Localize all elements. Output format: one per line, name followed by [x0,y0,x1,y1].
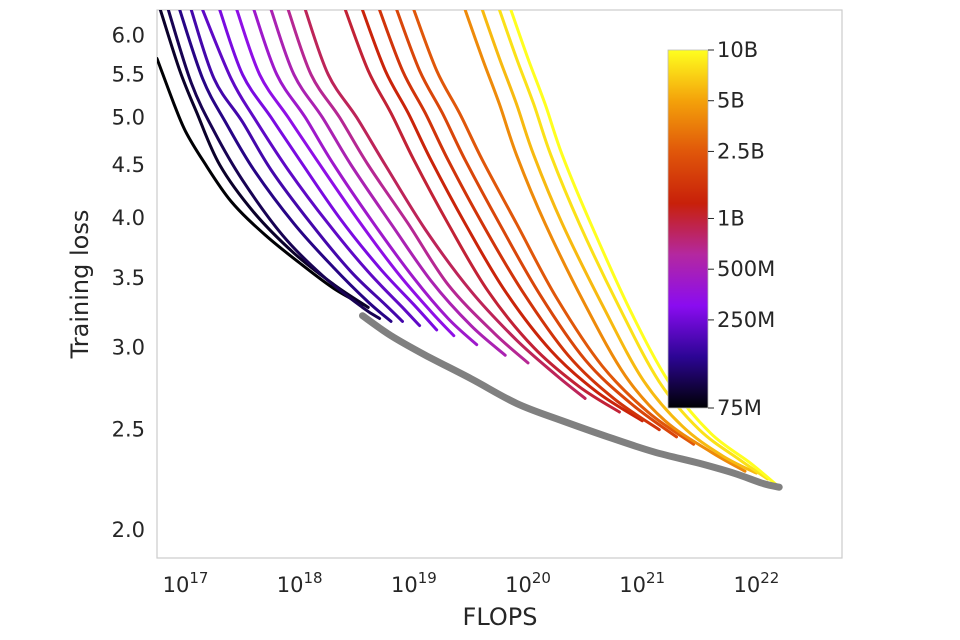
series-line-2B [395,10,678,439]
series-line-1B [343,10,621,414]
series-line-6B [480,10,758,475]
series-line-110M [166,10,382,320]
x-tick-label: 1018 [277,569,323,597]
series-line-1.3B [361,10,644,423]
colorbar-tick-label: 5B [717,89,745,113]
series-line-420M [252,10,479,347]
colorbar-tick-label: 75M [717,396,762,420]
y-axis-ticks: 6.0 5.5 5.0 4.5 4.0 3.5 3.0 2.5 2.0 [112,24,145,543]
series-lines [157,10,781,489]
series-line-220M [201,10,422,328]
y-tick-label: 5.0 [112,106,145,130]
colorbar-tick-label: 250M [717,308,775,332]
y-tick-label: 2.5 [112,418,145,442]
x-axis-label: FLOPS [463,603,538,631]
colorbar-tick-label: 500M [717,257,775,281]
x-tick-label: 1022 [733,569,779,597]
series-line-330M [235,10,456,338]
x-tick-label: 1019 [391,569,437,597]
series-line-140M [178,10,393,323]
series-line-850M [303,10,587,400]
series-line-520M [269,10,507,357]
y-tick-label: 4.5 [112,153,145,177]
envelope-line [359,312,783,491]
x-axis-ticks: 1017 1018 1019 1020 1021 1022 [163,569,780,597]
colorbar-tick-label: 1B [717,206,745,230]
series-line-8B [498,10,770,481]
frontier-envelope [359,312,783,491]
y-tick-label: 4.0 [112,206,145,230]
series-line-1.6B [378,10,661,432]
colorbar-tick-label: 10B [717,38,758,62]
y-tick-label: 5.5 [112,63,145,87]
colorbar-ticks: 10B 5B 2.5B 1B 500M 250M 75M [708,38,775,420]
series-line-4B [463,10,747,473]
series-line-10B [509,10,781,489]
y-tick-label: 3.0 [112,336,145,360]
series-line-270M [218,10,439,332]
series-line-180M [189,10,404,323]
series-line-650M [286,10,530,365]
x-tick-label: 1020 [505,569,551,597]
series-line-75M [157,57,364,307]
colorbar: 10B 5B 2.5B 1B 500M 250M 75M [667,38,775,420]
x-tick-label: 1017 [163,569,209,597]
y-tick-label: 3.5 [112,266,145,290]
x-tick-label: 1021 [619,569,665,597]
colorbar-gradient [667,49,709,409]
y-tick-label: 6.0 [112,24,145,48]
y-tick-label: 2.0 [112,518,145,542]
y-axis-label: Training loss [66,210,94,360]
colorbar-tick-label: 2.5B [717,139,765,163]
series-line-2.5B [412,10,696,446]
